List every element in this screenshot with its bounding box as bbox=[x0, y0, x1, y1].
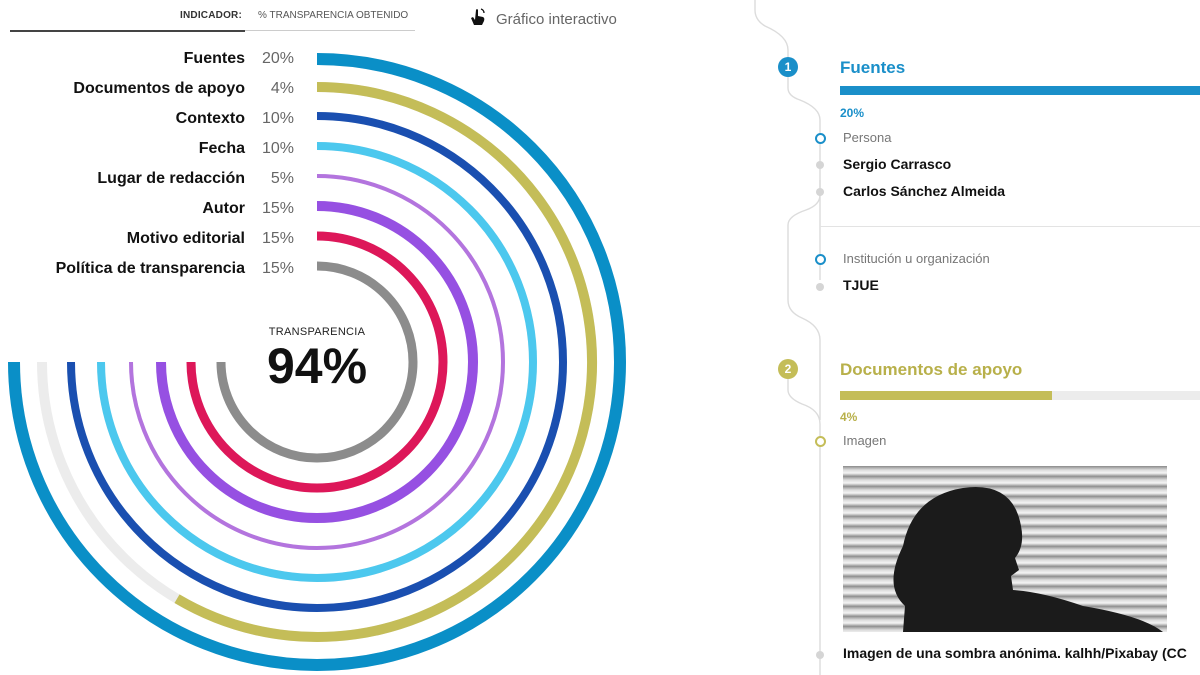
progress-bar-fuentes bbox=[840, 86, 1200, 95]
ring-fecha[interactable] bbox=[97, 142, 537, 582]
value-politica-de-transparencia: 15% bbox=[261, 260, 294, 277]
label-politica-de-transparencia: Política de transparencia bbox=[55, 260, 245, 277]
label-lugar-de-redaccion: Lugar de redacción bbox=[97, 170, 245, 187]
group-marker-persona bbox=[815, 133, 826, 144]
ring-contexto[interactable] bbox=[67, 112, 567, 612]
progress-fill-fuentes bbox=[840, 86, 1200, 95]
group-label-persona: Persona bbox=[843, 130, 892, 145]
item-carlos-sanchez-almeida: Carlos Sánchez Almeida bbox=[843, 183, 1006, 199]
percent-documentos: 4% bbox=[840, 410, 858, 424]
ring-documentos-de-apoyo[interactable] bbox=[174, 82, 597, 642]
center-title: TRANSPARENCIA bbox=[268, 326, 366, 338]
percent-fuentes: 20% bbox=[840, 106, 865, 120]
item-dot bbox=[816, 188, 824, 196]
ring-autor[interactable] bbox=[156, 201, 478, 523]
radial-chart bbox=[0, 32, 626, 671]
item-dot bbox=[816, 283, 824, 291]
label-contexto: Contexto bbox=[175, 110, 245, 127]
hand-pointer-icon bbox=[468, 7, 488, 31]
value-contexto: 10% bbox=[261, 110, 294, 127]
group-marker-imagen bbox=[815, 436, 826, 447]
section-title-documentos-de-apoyo[interactable]: Documentos de apoyo bbox=[840, 360, 1023, 379]
interactive-chart-label: Gráfico interactivo bbox=[496, 10, 617, 28]
silhouette-image bbox=[893, 487, 1163, 632]
label-documentos-de-apoyo: Documentos de apoyo bbox=[73, 80, 245, 97]
label-autor: Autor bbox=[202, 200, 245, 217]
value-motivo-editorial: 15% bbox=[261, 230, 294, 247]
group-label-institucion: Institución u organización bbox=[843, 251, 990, 266]
ring-politica-de-transparencia[interactable] bbox=[216, 261, 418, 463]
item-dot bbox=[816, 161, 824, 169]
value-fecha: 10% bbox=[261, 140, 294, 157]
section-number-documentos: 2 bbox=[778, 359, 798, 379]
value-fuentes: 20% bbox=[261, 50, 294, 67]
percent-header: % TRANSPARENCIA OBTENIDO bbox=[258, 10, 409, 21]
item-sergio-carrasco: Sergio Carrasco bbox=[843, 156, 952, 172]
value-autor: 15% bbox=[261, 200, 294, 217]
value-documentos-de-apoyo: 4% bbox=[270, 80, 294, 97]
group-label-imagen: Imagen bbox=[843, 433, 887, 448]
label-fecha: Fecha bbox=[198, 140, 245, 157]
item-dot bbox=[816, 651, 824, 659]
label-fuentes: Fuentes bbox=[183, 50, 245, 67]
transparency-detail-panel: 1 Fuentes 20% Persona Sergio Carrasco Ca… bbox=[740, 0, 1200, 675]
progress-fill-documentos bbox=[840, 391, 1053, 400]
group-marker-institucion bbox=[815, 254, 826, 265]
section-number-fuentes: 1 bbox=[778, 57, 798, 77]
ring-lugar-de-redaccion[interactable] bbox=[129, 174, 505, 550]
ring-fuentes[interactable] bbox=[8, 53, 626, 671]
item-tjue: TJUE bbox=[843, 277, 879, 293]
header-underline-secondary bbox=[245, 30, 415, 31]
center-total-value: 94% bbox=[266, 338, 368, 394]
progress-bar-documentos bbox=[840, 391, 1200, 400]
image-caption: Imagen de una sombra anónima. kalhh/Pixa… bbox=[843, 645, 1187, 661]
section-title-fuentes[interactable]: Fuentes bbox=[840, 58, 906, 77]
interactive-chart-link[interactable]: Gráfico interactivo bbox=[468, 7, 617, 31]
ring-motivo-editorial[interactable] bbox=[186, 231, 448, 493]
group-divider bbox=[820, 226, 1200, 227]
label-motivo-editorial: Motivo editorial bbox=[126, 230, 245, 247]
value-lugar-de-redaccion: 5% bbox=[270, 170, 294, 187]
header-underline bbox=[10, 30, 245, 32]
label-area-background bbox=[0, 32, 316, 362]
anonymous-shadow-photo bbox=[843, 466, 1167, 632]
indicator-header: INDICADOR: bbox=[180, 10, 242, 21]
